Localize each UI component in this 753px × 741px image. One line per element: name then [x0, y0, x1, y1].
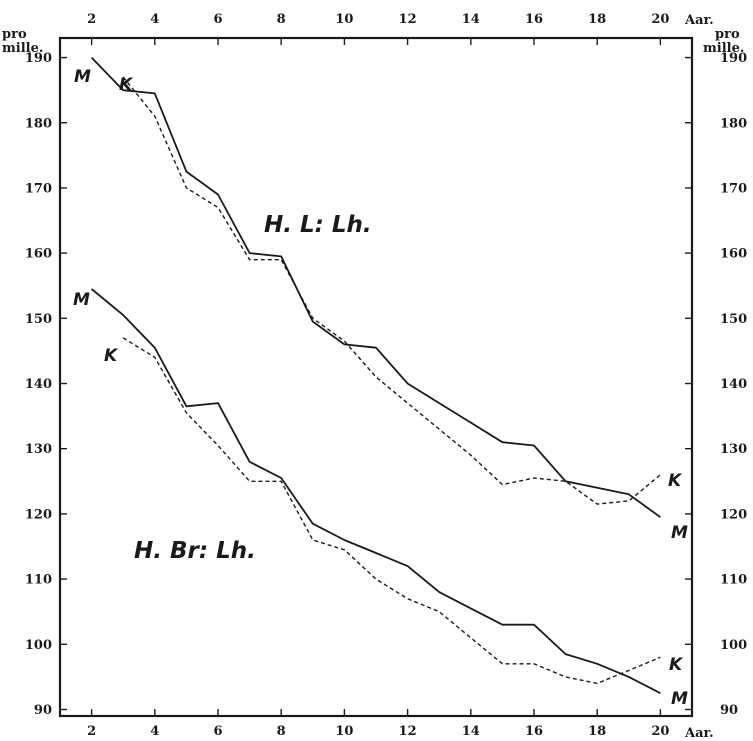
- x-tick-label-bottom: 18: [588, 724, 606, 739]
- series-label-k-lower-end: K: [669, 655, 684, 675]
- series-label-k-lower-start: K: [104, 346, 119, 366]
- y-unit-right-line1: pro: [715, 27, 740, 42]
- y-tick-label-right: 120: [720, 507, 747, 522]
- y-tick-label-right: 140: [720, 377, 747, 392]
- x-tick-label-top: 20: [651, 12, 669, 27]
- y-tick-label-right: 90: [720, 703, 738, 718]
- y-tick-label-right: 170: [720, 181, 747, 196]
- x-tick-label-bottom: 8: [277, 724, 286, 739]
- y-tick-label-left: 150: [25, 312, 52, 327]
- series-line-hbr-k: [122, 337, 661, 685]
- y-tick-label-left: 170: [25, 181, 52, 196]
- series-label-m-upper-end: M: [671, 523, 688, 543]
- x-tick-label-top: 6: [213, 12, 222, 27]
- series-lines: [90, 56, 661, 694]
- x-tick-label-bottom: 6: [213, 724, 222, 739]
- y-unit-left-line2: mille.: [2, 41, 43, 56]
- x-tick-label-bottom: 12: [399, 724, 417, 739]
- y-tick-label-left: 180: [25, 116, 52, 131]
- y-unit-right-line2: mille.: [703, 41, 744, 56]
- series-label-k-upper-start: K: [119, 75, 134, 95]
- x-tick-label-top: 10: [335, 12, 353, 27]
- series-label-m-upper-start: M: [74, 67, 91, 87]
- x-tick-label-bottom: 20: [651, 724, 669, 739]
- series-label-m-lower-end: M: [671, 689, 688, 709]
- y-tick-label-left: 130: [25, 442, 52, 457]
- x-tick-label-bottom: 4: [150, 724, 159, 739]
- x-tick-label-top: 4: [150, 12, 159, 27]
- group-label-hbr-lh: H. Br: Lh.: [134, 538, 256, 564]
- y-tick-label-left: 110: [25, 573, 52, 588]
- y-tick-label-left: 190: [25, 51, 52, 66]
- x-tick-label-bottom: 14: [462, 724, 480, 739]
- y-tick-label-right: 130: [720, 442, 747, 457]
- x-unit-top: Aar.: [684, 13, 714, 28]
- y-tick-label-right: 110: [720, 573, 747, 588]
- x-tick-label-top: 16: [525, 12, 543, 27]
- chart-labels: pro mille. pro mille. Aar. Aar. H. L: Lh…: [2, 13, 744, 741]
- plot-frame: [58, 36, 694, 718]
- series-line-hl-m: [90, 56, 661, 518]
- y-tick-label-right: 190: [720, 51, 747, 66]
- y-tick-label-left: 140: [25, 377, 52, 392]
- y-tick-label-left: 120: [25, 507, 52, 522]
- x-tick-label-top: 12: [399, 12, 417, 27]
- y-tick-label-right: 160: [720, 247, 747, 262]
- x-tick-label-bottom: 10: [335, 724, 353, 739]
- series-label-k-upper-end: K: [668, 471, 683, 491]
- series-line-hl-k: [122, 76, 661, 505]
- series-line-hbr-m: [91, 288, 661, 694]
- x-tick-label-bottom: 2: [87, 724, 96, 739]
- x-tick-label-top: 14: [462, 12, 480, 27]
- x-tick-label-top: 18: [588, 12, 606, 27]
- series-label-m-lower-start: M: [73, 290, 90, 310]
- y-tick-label-left: 90: [34, 703, 52, 718]
- group-label-hl-lh: H. L: Lh.: [264, 212, 372, 238]
- y-unit-left-line1: pro: [2, 27, 27, 42]
- y-tick-label-right: 100: [720, 638, 747, 653]
- x-tick-label-top: 8: [277, 12, 286, 27]
- x-unit-bottom: Aar.: [684, 726, 714, 741]
- y-tick-label-left: 100: [25, 638, 52, 653]
- x-tick-label-top: 2: [87, 12, 96, 27]
- y-tick-label-left: 160: [25, 247, 52, 262]
- axis-ticks: 2 2 4 4 6 6 8 8 10 10 12 12 14 14 16 16 18 18 20 20 90 90 100 1…: [25, 12, 747, 739]
- y-tick-label-right: 150: [720, 312, 747, 327]
- y-tick-label-right: 180: [720, 116, 747, 131]
- x-tick-label-bottom: 16: [525, 724, 543, 739]
